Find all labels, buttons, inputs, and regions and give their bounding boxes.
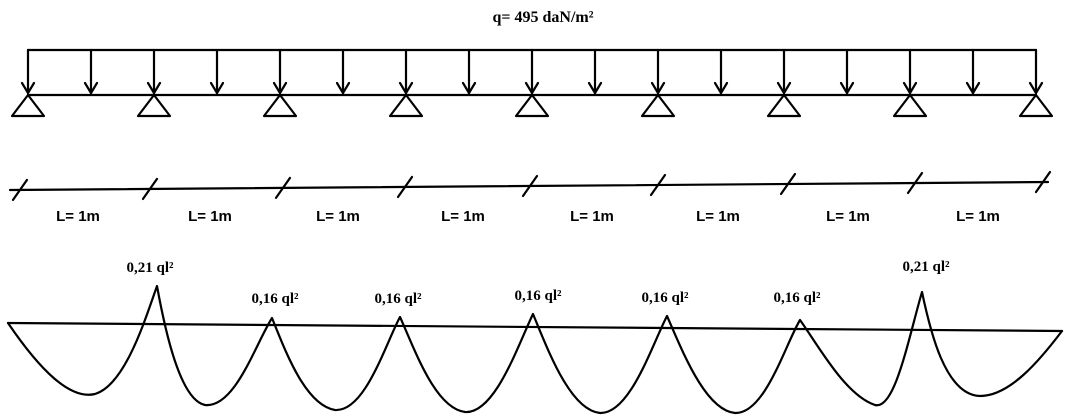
moment-label: 0,16 ql² bbox=[514, 288, 562, 304]
support-triangle bbox=[1018, 93, 1054, 118]
load-arrow-head bbox=[902, 81, 918, 95]
load-arrow-head bbox=[335, 81, 351, 95]
dimension-tick bbox=[649, 173, 667, 197]
load-arrow bbox=[461, 48, 477, 95]
dimension-tick bbox=[11, 178, 29, 202]
support-triangle bbox=[892, 93, 928, 118]
support-triangle bbox=[640, 93, 676, 118]
load-arrow bbox=[146, 48, 162, 95]
pin-support bbox=[1018, 93, 1054, 118]
load-arrow bbox=[965, 48, 981, 95]
load-arrow bbox=[83, 48, 99, 95]
pin-support bbox=[388, 93, 424, 118]
pin-support bbox=[10, 93, 46, 118]
load-arrow-head bbox=[272, 81, 288, 95]
load-arrow-head bbox=[146, 81, 162, 95]
load-arrow bbox=[1028, 48, 1044, 95]
support-triangle bbox=[388, 93, 424, 118]
load-arrows bbox=[20, 48, 1044, 95]
load-arrow bbox=[776, 48, 792, 95]
load-arrow bbox=[20, 48, 36, 95]
dimension-tick bbox=[521, 174, 539, 198]
load-arrow bbox=[209, 48, 225, 95]
dimension-tick bbox=[396, 175, 414, 199]
moment-label: 0,16 ql² bbox=[773, 290, 821, 306]
moment-label: 0,16 ql² bbox=[641, 290, 689, 306]
load-arrow bbox=[650, 48, 666, 95]
load-arrow bbox=[335, 48, 351, 95]
span-labels: L= 1m L= 1m L= 1m L= 1m L= 1m L= 1m L= 1… bbox=[56, 208, 1000, 225]
dimension-ticks bbox=[11, 170, 1052, 202]
moment-label: 0,21 ql² bbox=[902, 259, 950, 275]
pin-support bbox=[136, 93, 172, 118]
pin-support bbox=[766, 93, 802, 118]
load-arrow-head bbox=[83, 81, 99, 95]
load-arrow-head bbox=[776, 81, 792, 95]
support-triangle bbox=[262, 93, 298, 118]
support-triangle bbox=[136, 93, 172, 118]
load-arrow-head bbox=[398, 81, 414, 95]
load-arrow-head bbox=[461, 81, 477, 95]
load-arrow-head bbox=[587, 81, 603, 95]
dimension-tick bbox=[906, 171, 924, 195]
moment-curve bbox=[6, 284, 1064, 415]
dimension-tick bbox=[141, 177, 159, 201]
pin-support bbox=[640, 93, 676, 118]
load-arrow-head bbox=[650, 81, 666, 95]
load-arrow-head bbox=[1028, 81, 1044, 95]
moment-label: 0,16 ql² bbox=[251, 291, 299, 307]
load-arrow bbox=[902, 48, 918, 95]
load-arrow bbox=[713, 48, 729, 95]
support-triangle bbox=[514, 93, 550, 118]
dimension-tick bbox=[779, 172, 797, 196]
span-label: L= 1m bbox=[696, 208, 740, 225]
load-arrow-head bbox=[713, 81, 729, 95]
pin-support bbox=[262, 93, 298, 118]
span-label: L= 1m bbox=[956, 208, 1000, 225]
dimension-tick bbox=[274, 176, 292, 199]
load-arrow bbox=[272, 48, 288, 95]
span-label: L= 1m bbox=[441, 208, 485, 225]
load-arrow-head bbox=[209, 81, 225, 95]
moment-baseline bbox=[6, 321, 1064, 333]
load-arrow-head bbox=[965, 81, 981, 95]
pin-support bbox=[514, 93, 550, 118]
load-arrow bbox=[839, 48, 855, 95]
dimension-tick bbox=[1034, 170, 1052, 194]
span-label: L= 1m bbox=[56, 208, 100, 225]
load-arrow bbox=[398, 48, 414, 95]
moment-label: 0,21 ql² bbox=[126, 260, 174, 276]
load-label: q= 495 daN/m² bbox=[492, 9, 593, 26]
support-triangle bbox=[10, 93, 46, 118]
pin-support bbox=[892, 93, 928, 118]
moment-labels: 0,21 ql² 0,16 ql² 0,16 ql² 0,16 ql² 0,16… bbox=[126, 259, 950, 307]
load-arrow bbox=[524, 48, 540, 95]
span-label: L= 1m bbox=[316, 208, 360, 225]
load-arrow-head bbox=[524, 81, 540, 95]
support-triangle bbox=[766, 93, 802, 118]
load-arrow bbox=[587, 48, 603, 95]
load-arrow-head bbox=[839, 81, 855, 95]
supports bbox=[10, 93, 1054, 118]
span-label: L= 1m bbox=[188, 208, 232, 225]
moment-label: 0,16 ql² bbox=[374, 291, 422, 307]
span-label: L= 1m bbox=[570, 208, 614, 225]
load-arrow-head bbox=[20, 81, 36, 95]
span-label: L= 1m bbox=[826, 208, 870, 225]
